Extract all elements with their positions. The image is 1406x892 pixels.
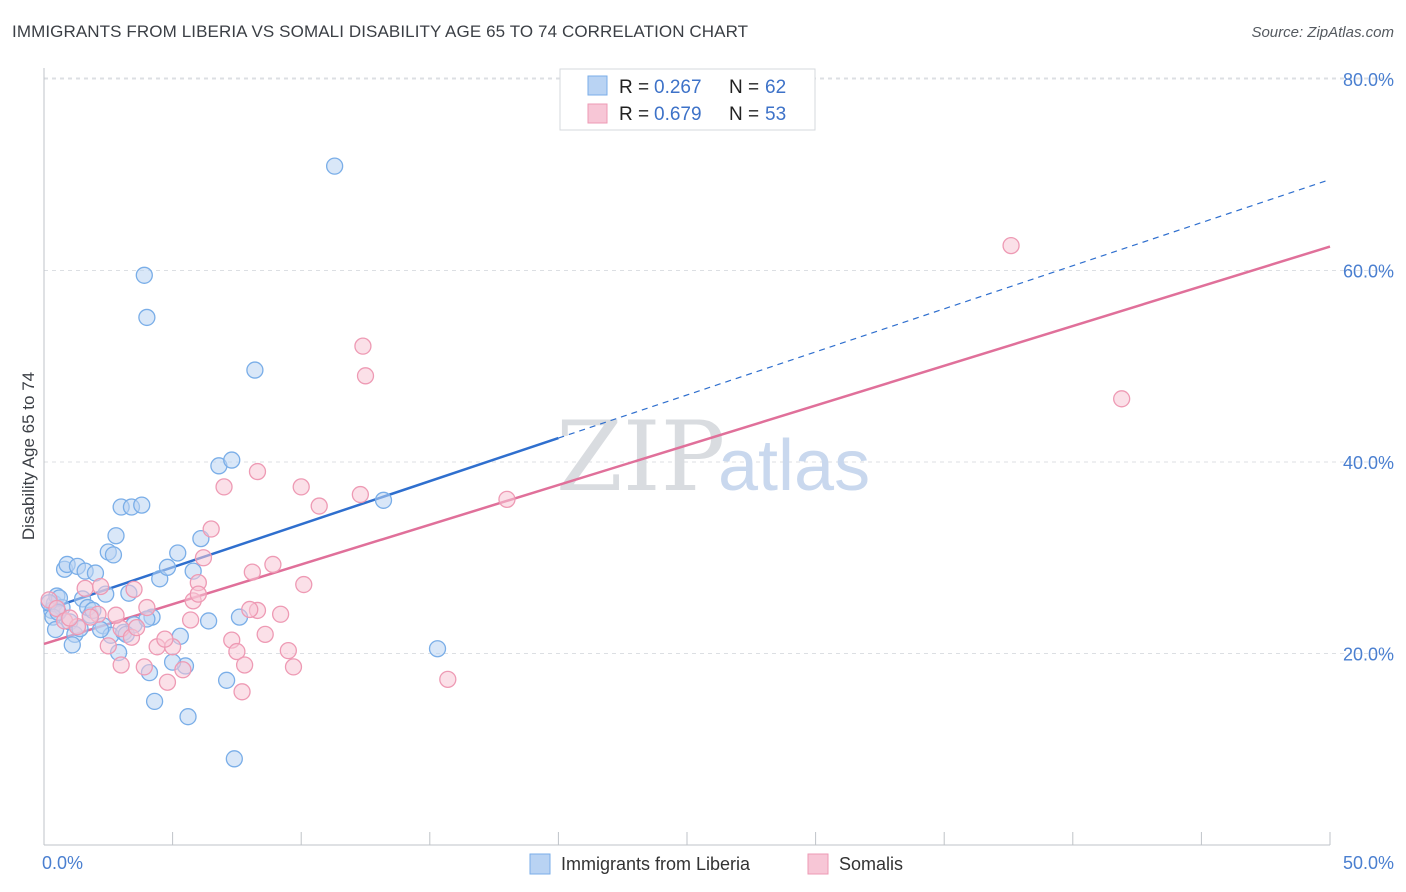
x-tick-marks bbox=[43, 832, 1331, 845]
y-tick-labels: 20.0% 40.0% 60.0% 80.0% bbox=[1343, 70, 1394, 665]
x-tick-label-min: 0.0% bbox=[42, 853, 83, 873]
somalis-point bbox=[1002, 236, 1020, 255]
legend-r-value-2: 0.679 bbox=[654, 104, 702, 125]
somalis-point bbox=[351, 485, 370, 504]
liberia-point bbox=[217, 671, 236, 689]
series-legend-label-somalis: Somalis bbox=[839, 854, 903, 874]
chart-title: IMMIGRANTS FROM LIBERIA VS SOMALI DISABI… bbox=[12, 22, 749, 41]
watermark-zip: ZIP bbox=[556, 401, 725, 513]
liberia-point bbox=[325, 157, 344, 175]
liberia-trend-line bbox=[43, 436, 559, 612]
somalis-point bbox=[284, 658, 303, 676]
legend-n-value-1: 62 bbox=[765, 77, 786, 98]
legend-swatch-somalis bbox=[587, 103, 608, 124]
somalis-trend-line bbox=[43, 245, 1331, 646]
watermark-atlas: atlas bbox=[718, 426, 870, 506]
somalis-point bbox=[194, 549, 213, 567]
somalis-point bbox=[189, 585, 207, 603]
liberia-point bbox=[104, 546, 123, 564]
liberia-point bbox=[246, 361, 264, 379]
legend-n-label-2: N = bbox=[729, 104, 759, 125]
series-legend: Immigrants from Liberia Somalis bbox=[529, 853, 903, 875]
somalis-point bbox=[248, 462, 267, 481]
somalis-point bbox=[135, 658, 153, 676]
somalis-point bbox=[48, 599, 66, 618]
somalis-point bbox=[271, 605, 290, 623]
somalis-point bbox=[202, 520, 220, 538]
liberia-point bbox=[169, 544, 187, 562]
liberia-trend-extension bbox=[558, 178, 1331, 439]
somalis-point bbox=[107, 606, 125, 624]
series-legend-label-liberia: Immigrants from Liberia bbox=[561, 854, 751, 874]
y-axis-label: Disability Age 65 to 74 bbox=[19, 372, 38, 540]
somalis-point bbox=[228, 642, 246, 661]
somalis-point bbox=[356, 367, 375, 385]
somalis-point bbox=[81, 608, 99, 626]
somalis-point bbox=[233, 683, 251, 701]
somalis-point bbox=[91, 577, 110, 596]
liberia-point bbox=[158, 558, 177, 576]
somalis-point bbox=[61, 609, 79, 627]
legend-n-label-1: N = bbox=[729, 77, 759, 98]
liberia-point bbox=[428, 640, 447, 658]
liberia-point bbox=[145, 692, 164, 711]
y-tick-label-80: 80.0% bbox=[1343, 70, 1394, 90]
somalis-point bbox=[310, 497, 328, 515]
somalis-point bbox=[127, 618, 146, 637]
series-legend-swatch-liberia bbox=[529, 853, 551, 875]
liberia-point bbox=[199, 612, 218, 630]
somalis-point bbox=[174, 661, 192, 679]
source-credit: Source: ZipAtlas.com bbox=[1251, 24, 1394, 41]
somalis-point bbox=[125, 580, 143, 598]
liberia-point bbox=[63, 636, 81, 654]
somalis-point bbox=[256, 625, 274, 643]
liberia-point bbox=[138, 308, 156, 327]
somalis-point bbox=[76, 579, 94, 598]
correlation-legend: R = 0.267 N = 62 R = 0.679 N = 53 bbox=[559, 68, 816, 131]
y-tick-label-60: 60.0% bbox=[1343, 262, 1394, 282]
y-tick-label-20: 20.0% bbox=[1343, 645, 1394, 665]
somalis-point bbox=[138, 598, 156, 617]
liberia-point bbox=[107, 527, 125, 545]
somalis-point bbox=[156, 630, 174, 648]
somalis-point bbox=[1113, 390, 1131, 408]
data-points bbox=[40, 157, 1131, 768]
somalis-point bbox=[241, 600, 259, 619]
legend-r-label-1: R = bbox=[619, 77, 649, 98]
x-tick-label-max: 50.0% bbox=[1343, 853, 1394, 873]
somalis-point bbox=[99, 637, 117, 655]
liberia-point bbox=[374, 491, 393, 509]
liberia-point bbox=[135, 266, 153, 284]
somalis-point bbox=[215, 478, 233, 496]
liberia-point bbox=[223, 451, 241, 469]
liberia-point bbox=[225, 750, 243, 768]
liberia-point bbox=[133, 496, 151, 514]
somalis-point bbox=[235, 656, 254, 674]
series-legend-swatch-somalis bbox=[807, 853, 829, 875]
somalis-point bbox=[264, 555, 282, 574]
somalis-point bbox=[295, 575, 313, 594]
somalis-point bbox=[279, 641, 297, 660]
somalis-point bbox=[243, 563, 261, 581]
legend-swatch-liberia bbox=[587, 75, 608, 96]
y-tick-label-40: 40.0% bbox=[1343, 453, 1394, 473]
somalis-point bbox=[498, 490, 516, 508]
legend-r-label-2: R = bbox=[619, 104, 649, 125]
legend-n-value-2: 53 bbox=[765, 104, 786, 125]
somalis-point bbox=[112, 656, 130, 674]
somalis-point bbox=[158, 673, 177, 691]
somalis-point bbox=[181, 611, 200, 629]
somalis-point bbox=[354, 337, 372, 355]
legend-r-value-1: 0.267 bbox=[654, 77, 702, 98]
somalis-point bbox=[439, 670, 457, 689]
somalis-point bbox=[292, 478, 310, 496]
liberia-point bbox=[179, 708, 197, 726]
